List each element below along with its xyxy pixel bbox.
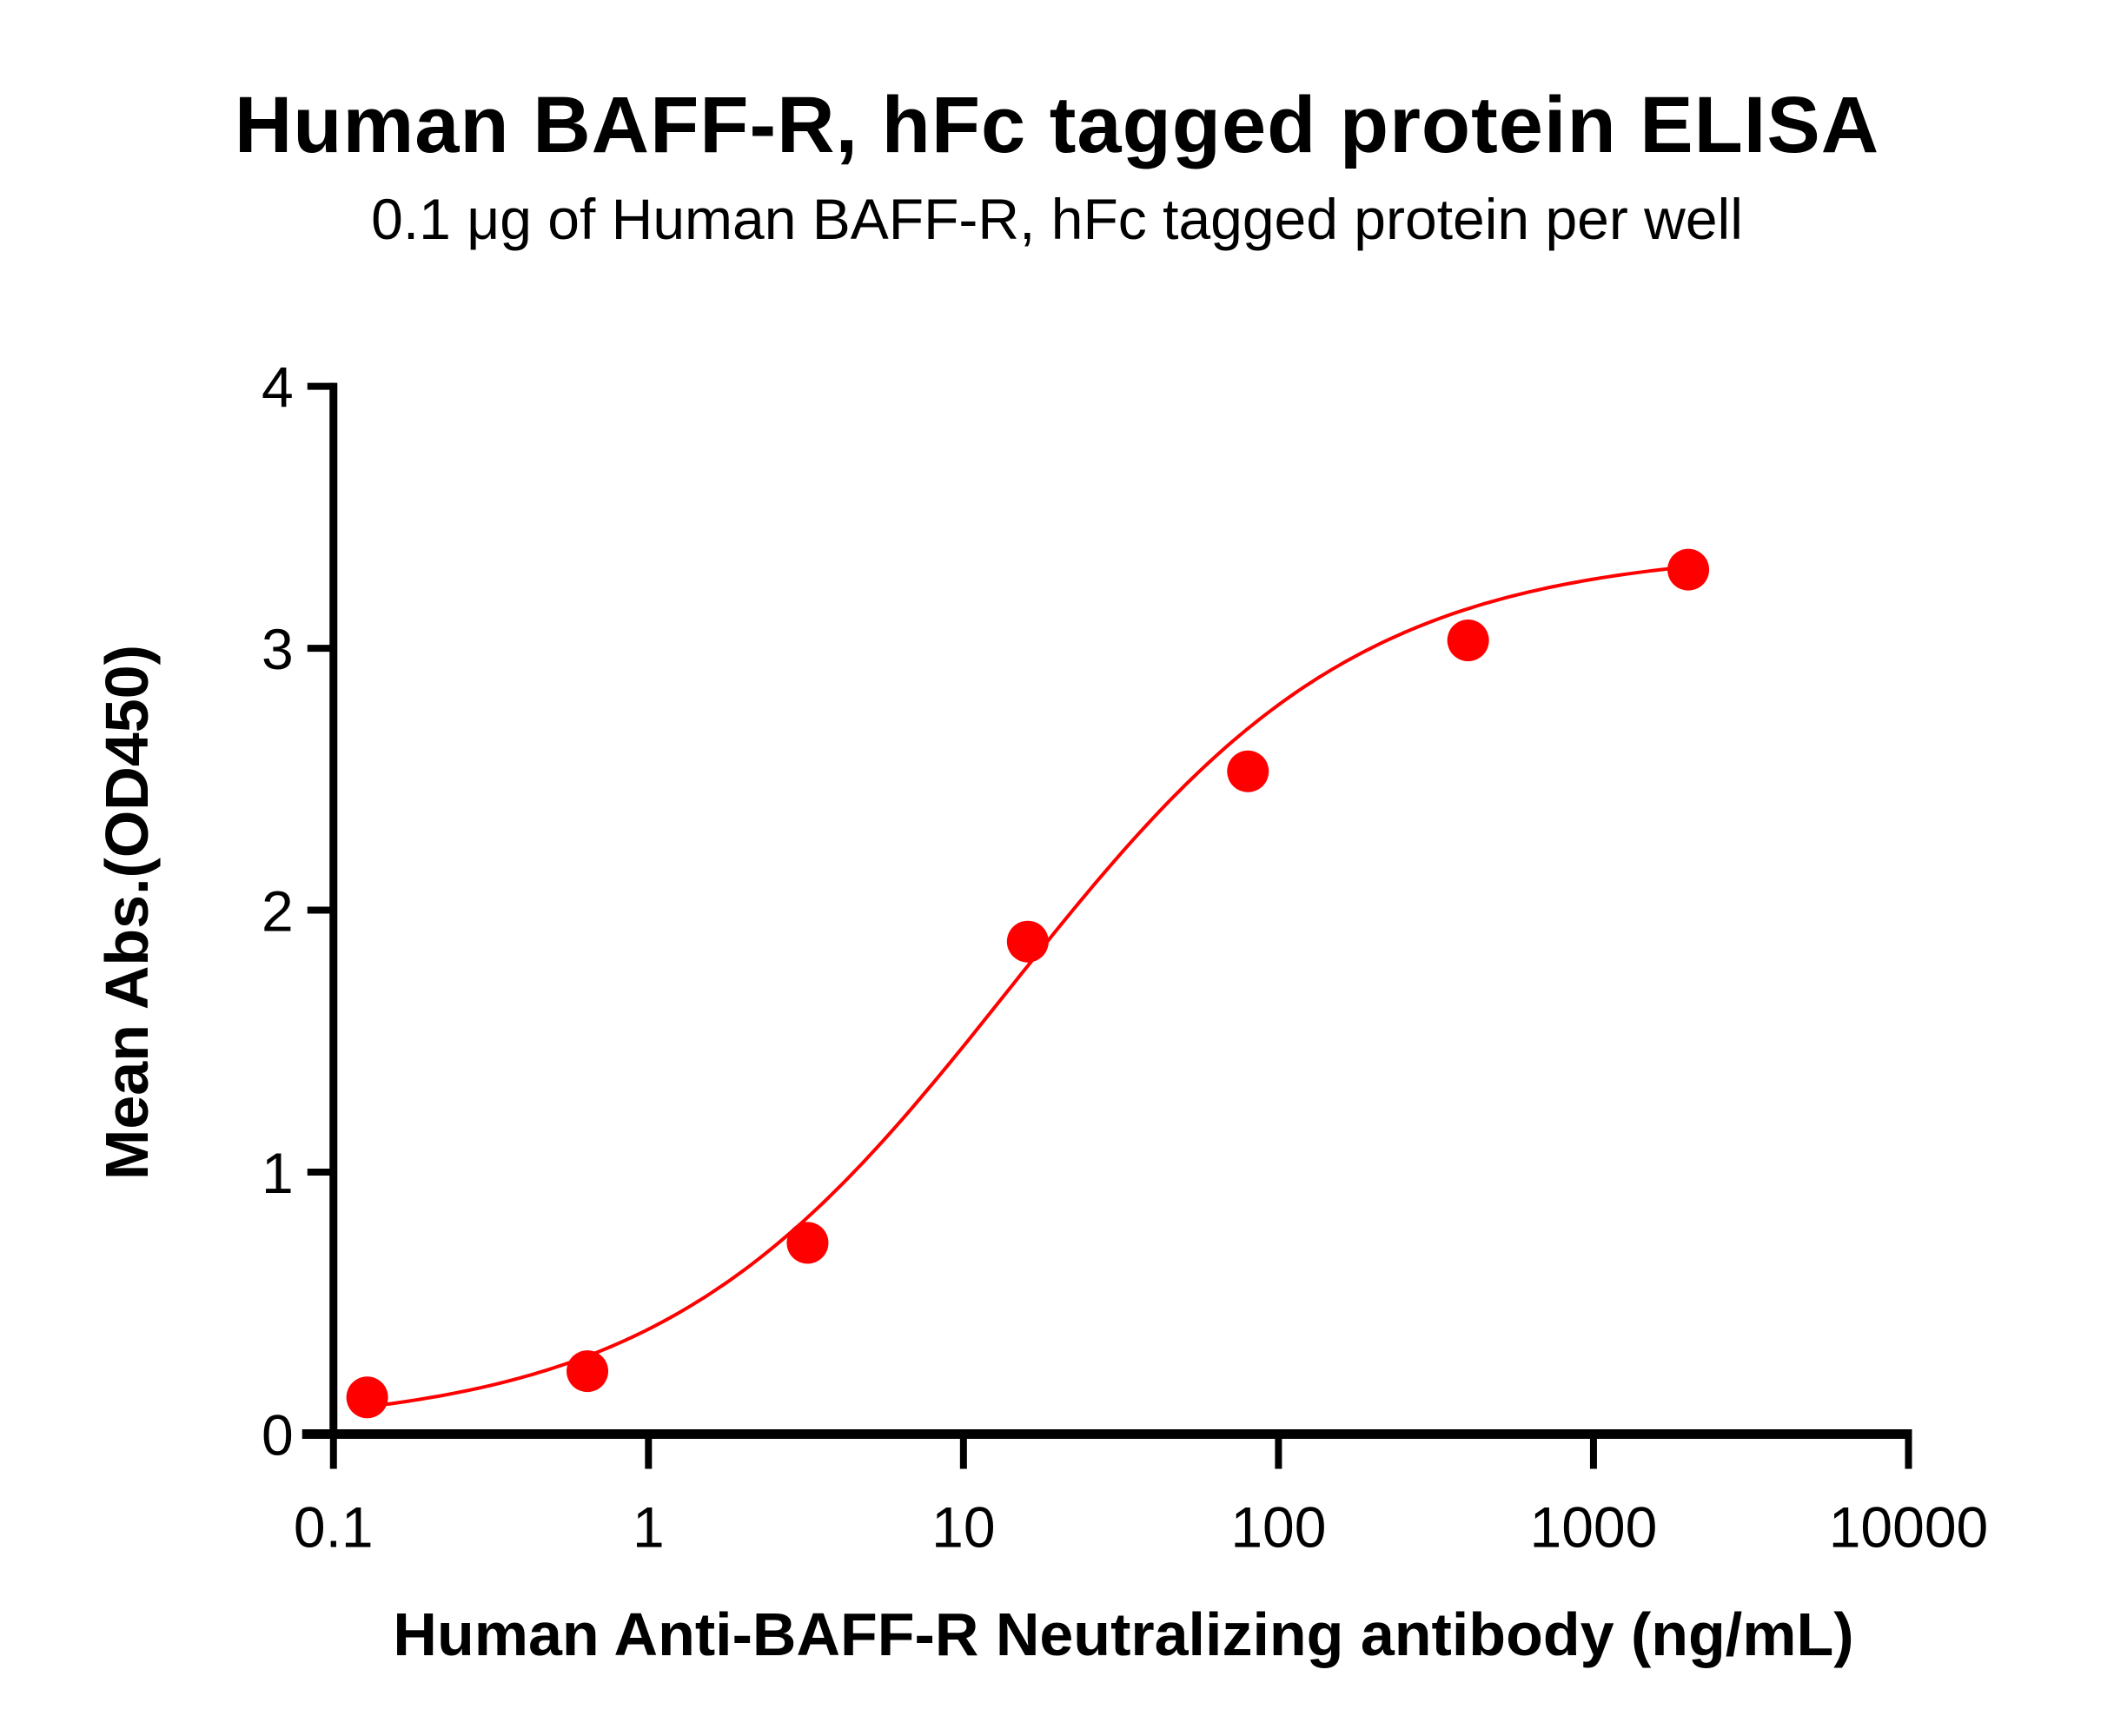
y-tick-label: 2 (262, 879, 294, 944)
y-axis-title: Mean Abs.(OD450) (93, 645, 161, 1180)
x-tick-label: 10000 (1829, 1494, 1989, 1559)
chart-title: Human BAFF-R, hFc tagged protein ELISA (234, 81, 1880, 169)
tick-labels: 0 1 2 3 4 0.1 1 10 100 1000 10000 (262, 355, 1988, 1560)
chart-subtitle: 0.1 μg of Human BAFF-R, hFc tagged prote… (371, 187, 1743, 251)
data-point (1667, 548, 1710, 591)
data-point (786, 1222, 829, 1264)
x-tick-label: 0.1 (294, 1494, 374, 1559)
y-tick-label: 3 (262, 617, 294, 681)
axes (302, 382, 1912, 1469)
x-tick-label: 100 (1230, 1494, 1326, 1559)
data-point (1006, 920, 1049, 963)
data-points (346, 548, 1710, 1419)
x-axis-title: Human Anti-BAFF-R Neutralizing antibody … (393, 1600, 1853, 1668)
data-point (1227, 750, 1269, 792)
y-tick-label: 0 (262, 1402, 294, 1467)
y-tick-label: 4 (262, 355, 294, 420)
x-tick-label: 1 (633, 1494, 665, 1559)
data-point (567, 1350, 609, 1393)
data-point (346, 1376, 388, 1419)
data-point (1447, 620, 1489, 662)
fit-curve (367, 565, 1689, 1409)
x-tick-label: 1000 (1530, 1494, 1658, 1559)
x-tick-label: 10 (931, 1494, 995, 1559)
y-tick-label: 1 (262, 1141, 294, 1205)
